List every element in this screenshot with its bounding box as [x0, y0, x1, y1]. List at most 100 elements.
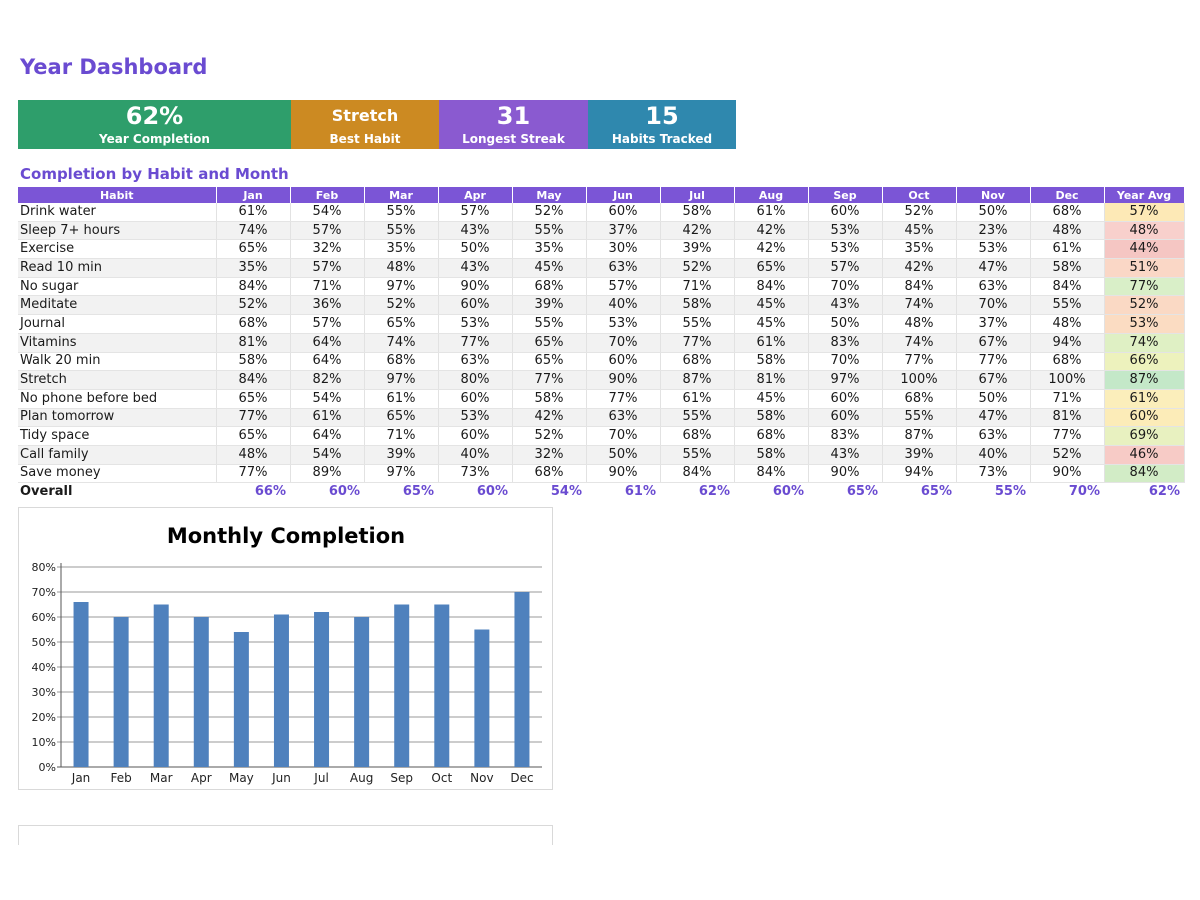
month-value: 71% [1030, 389, 1105, 409]
header-col: Feb [290, 187, 365, 203]
month-value: 63% [438, 352, 513, 372]
month-value: 53% [808, 239, 883, 260]
month-value: 74% [882, 295, 957, 316]
table-row: Meditate 52% 36% 52% 60% 39% 40% 58% 45% 43% 74% 70… [18, 295, 1185, 316]
header-col: Oct [882, 187, 957, 203]
x-tick-label: Apr [191, 771, 212, 785]
month-value: 65% [512, 333, 587, 353]
month-value: 55% [882, 408, 957, 428]
chart-title: Monthly Completion [167, 524, 405, 548]
month-value: 84% [882, 277, 957, 297]
month-value: 40% [438, 445, 513, 465]
x-tick-label: Jun [271, 771, 291, 785]
overall-value: 55% [956, 482, 1030, 501]
kpi-value: 62% [125, 102, 184, 130]
month-value: 45% [734, 314, 809, 334]
month-value: 87% [660, 370, 735, 390]
bar-oct [434, 604, 450, 767]
month-value: 84% [660, 464, 735, 484]
habit-name: Journal [18, 314, 217, 334]
habit-name: Sleep 7+ hours [18, 221, 217, 241]
month-value: 61% [364, 389, 439, 409]
bar-jun [273, 614, 289, 767]
month-value: 57% [290, 221, 365, 241]
overall-value: 65% [808, 482, 882, 501]
month-value: 54% [290, 389, 365, 409]
month-value: 64% [290, 352, 365, 372]
month-value: 65% [364, 314, 439, 334]
table-row: Vitamins 81% 64% 74% 77% 65% 70% 77% 61% 83% 74% 67… [18, 333, 1185, 353]
month-value: 53% [808, 221, 883, 241]
month-value: 77% [882, 352, 957, 372]
table-row: Call family 48% 54% 39% 40% 32% 50% 55% 58% 43% 39… [18, 445, 1185, 465]
month-value: 40% [956, 445, 1031, 465]
bar-aug [354, 617, 370, 767]
month-value: 83% [808, 333, 883, 353]
month-value: 53% [438, 408, 513, 428]
month-value: 74% [216, 221, 291, 241]
table-row: Exercise 65% 32% 35% 50% 35% 30% 39% 42% 53% 35% 53… [18, 239, 1185, 260]
header-col: Aug [734, 187, 809, 203]
month-value: 54% [290, 203, 365, 222]
month-value: 58% [660, 295, 735, 316]
month-value: 68% [734, 426, 809, 446]
overall-label: Overall [18, 482, 216, 501]
month-value: 71% [364, 426, 439, 446]
bar-mar [153, 604, 169, 767]
month-value: 97% [364, 277, 439, 297]
overall-value: 65% [882, 482, 956, 501]
month-value: 97% [364, 370, 439, 390]
month-value: 94% [1030, 333, 1105, 353]
kpi-value: Stretch [331, 106, 399, 125]
month-value: 81% [216, 333, 291, 353]
kpi-year-completion: 62% Year Completion [18, 100, 291, 149]
table-row: Walk 20 min 58% 64% 68% 63% 65% 60% 68% 58% 70% 77… [18, 352, 1185, 372]
month-value: 52% [882, 203, 957, 222]
month-value: 58% [734, 445, 809, 465]
bar-jul [314, 612, 330, 767]
month-value: 50% [586, 445, 661, 465]
header-col: Year Avg [1104, 187, 1185, 203]
header-col: Nov [956, 187, 1031, 203]
bar-sep [394, 604, 410, 767]
month-value: 47% [956, 258, 1031, 278]
month-value: 42% [734, 239, 809, 260]
month-value: 48% [882, 314, 957, 334]
table-row: Save money 77% 89% 97% 73% 68% 90% 84% 84% 90% 94%… [18, 464, 1185, 484]
habit-name: No phone before bed [18, 389, 217, 409]
header-habit: Habit [18, 187, 217, 203]
month-value: 58% [660, 203, 735, 222]
overall-value: 54% [512, 482, 586, 501]
month-value: 57% [808, 258, 883, 278]
kpi-longest-streak: 31 Longest Streak [439, 100, 588, 149]
x-tick-label: Nov [470, 771, 493, 785]
month-value: 60% [438, 389, 513, 409]
x-tick-label: Dec [510, 771, 533, 785]
month-value: 43% [438, 258, 513, 278]
overall-value: 65% [364, 482, 438, 501]
habit-month-table: Habit Jan Feb Mar Apr May Jun Jul Aug Sep Oct Nov De… [18, 187, 1185, 501]
overall-value: 61% [586, 482, 660, 501]
month-value: 35% [882, 239, 957, 260]
month-value: 55% [660, 445, 735, 465]
month-value: 65% [216, 426, 291, 446]
y-tick-label: 30% [32, 686, 56, 699]
year-avg-value: 84% [1104, 464, 1185, 484]
year-avg-value: 61% [1104, 389, 1185, 409]
x-tick-label: Feb [111, 771, 132, 785]
month-value: 84% [216, 370, 291, 390]
month-value: 68% [1030, 352, 1105, 372]
month-value: 42% [660, 221, 735, 241]
table-row: Drink water 61% 54% 55% 57% 52% 60% 58% 61% 60% 52… [18, 203, 1185, 222]
month-value: 77% [216, 464, 291, 484]
month-value: 60% [438, 295, 513, 316]
habit-name: Drink water [18, 203, 217, 222]
month-value: 52% [512, 203, 587, 222]
month-value: 43% [438, 221, 513, 241]
month-value: 55% [660, 408, 735, 428]
month-value: 43% [808, 295, 883, 316]
month-value: 97% [808, 370, 883, 390]
month-value: 63% [586, 258, 661, 278]
month-value: 47% [956, 408, 1031, 428]
month-value: 65% [216, 389, 291, 409]
